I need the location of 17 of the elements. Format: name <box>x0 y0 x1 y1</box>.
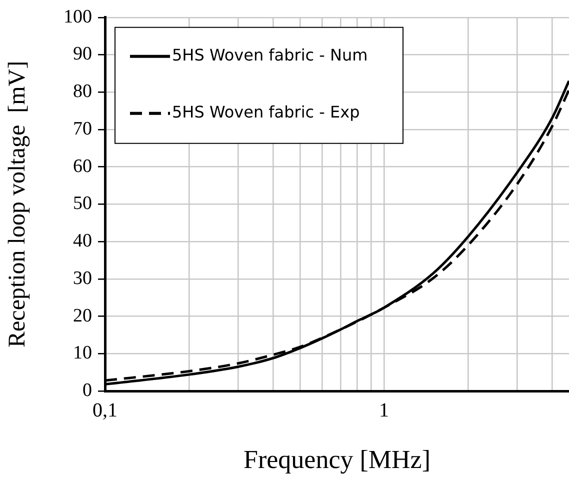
y-tick-label: 10 <box>73 342 92 364</box>
y-tick-label: 80 <box>73 81 92 102</box>
y-tick-label: 50 <box>73 193 92 214</box>
y-tick-label: 30 <box>73 268 92 289</box>
y-tick-label: 60 <box>73 156 92 177</box>
x-tick-label: 0,1 <box>92 399 118 422</box>
y-tick-label: 70 <box>73 118 92 140</box>
y-tick-label: 100 <box>64 6 92 28</box>
y-tick-label: 0 <box>82 380 92 401</box>
x-axis-title: Frequency [MHz] <box>244 445 430 474</box>
x-tick-label: 1 <box>379 399 390 422</box>
y-tick-label: 40 <box>73 230 92 252</box>
y-axis-title: Reception loop voltage [mV] <box>4 60 31 348</box>
y-tick-label: 90 <box>73 44 92 65</box>
legend-label: 5HS Woven fabric - Exp <box>172 102 360 122</box>
legend-label: 5HS Woven fabric - Num <box>172 46 368 65</box>
y-tick-label: 20 <box>73 305 92 326</box>
